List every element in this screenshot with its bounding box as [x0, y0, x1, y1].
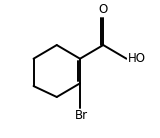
Text: HO: HO — [128, 52, 146, 65]
Text: Br: Br — [75, 109, 88, 122]
Text: O: O — [99, 3, 108, 16]
